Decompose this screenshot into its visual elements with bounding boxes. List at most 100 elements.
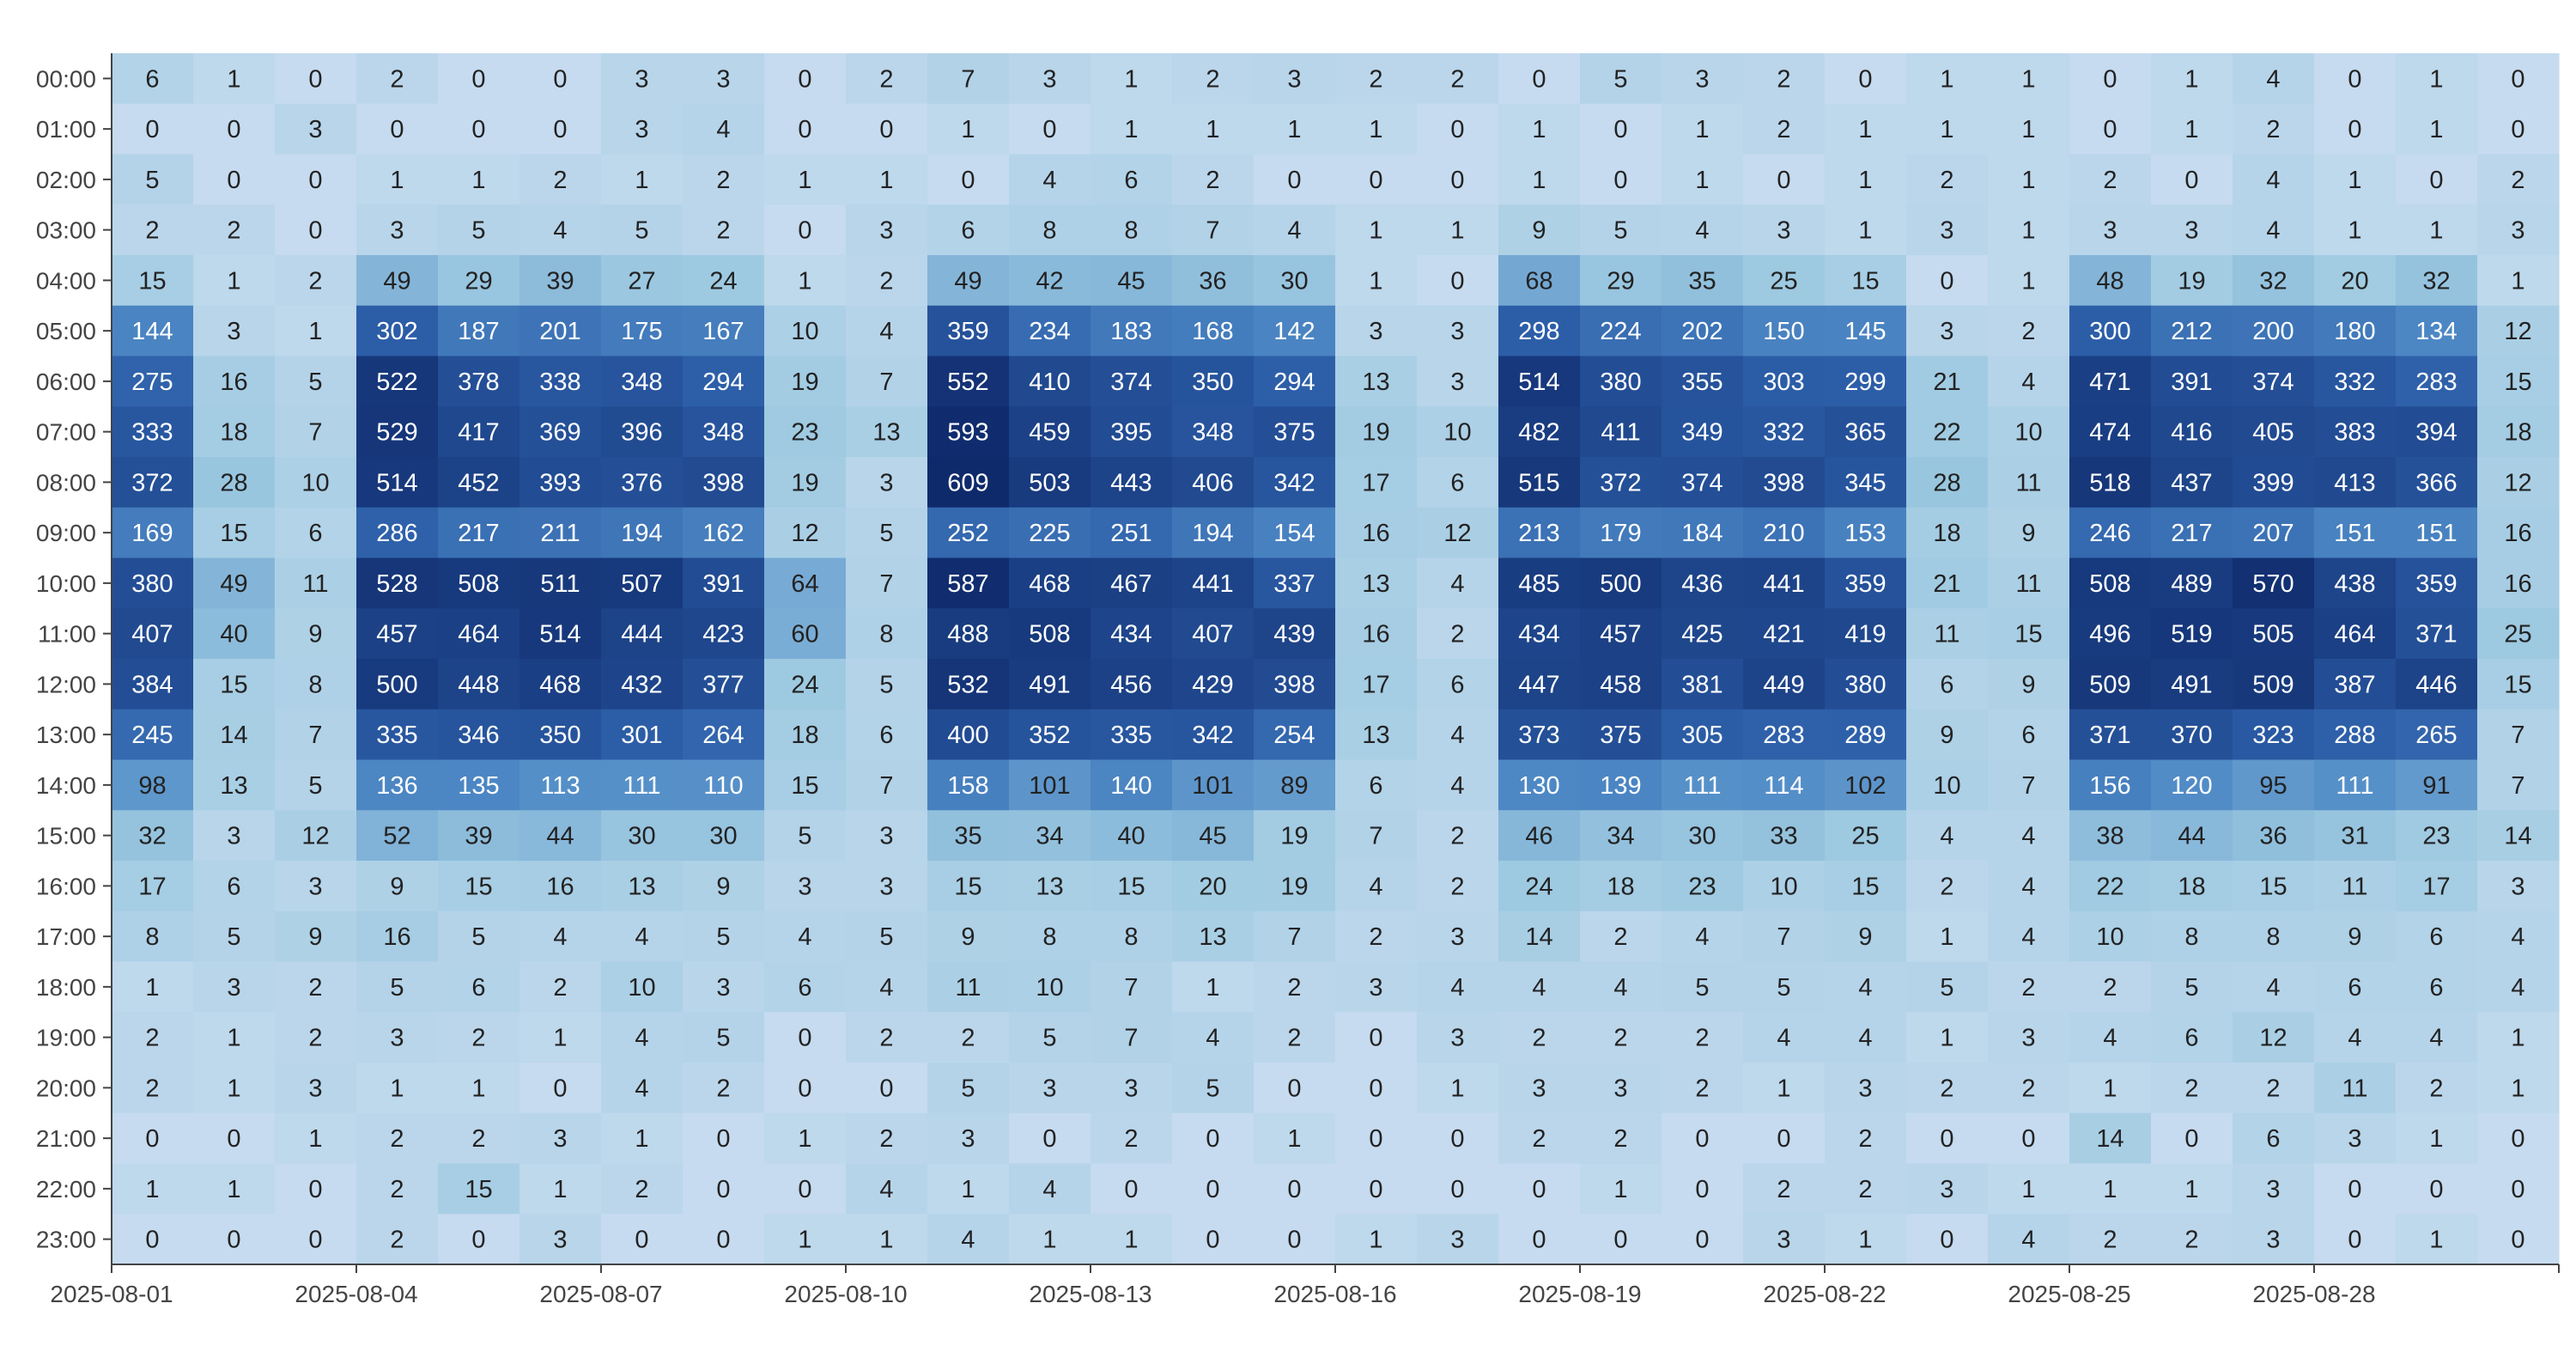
heatmap-cell — [356, 810, 439, 862]
heatmap-cell — [193, 861, 276, 912]
heatmap-cell — [2151, 154, 2233, 205]
heatmap-cell — [927, 507, 1010, 559]
heatmap-cell — [112, 457, 194, 509]
heatmap-cell — [846, 204, 928, 256]
cell-value-label: 4 — [2429, 1025, 2443, 1052]
cell-value-label: 153 — [1844, 520, 1886, 547]
heatmap-cell — [2151, 103, 2233, 155]
heatmap-cell — [2477, 810, 2560, 862]
heatmap-cell — [1498, 305, 1581, 357]
heatmap-cell — [2151, 1163, 2233, 1215]
cell-value-label: 0 — [471, 116, 485, 143]
cell-value-label: 0 — [879, 1075, 893, 1102]
cell-value-label: 5 — [2184, 974, 2198, 1002]
cell-value-label: 4 — [1695, 217, 1709, 245]
heatmap-cell — [1662, 759, 1744, 811]
heatmap-cell — [2396, 507, 2478, 559]
cell-value-label: 19 — [1280, 823, 1308, 850]
y-tick-label: 08:00 — [36, 469, 96, 496]
cell-value-label: 1 — [2429, 217, 2443, 245]
heatmap-cell — [1009, 1163, 1091, 1215]
heatmap-cell — [846, 910, 928, 963]
heatmap-cell — [1825, 1063, 1907, 1114]
cell-value-label: 3 — [1532, 1075, 1546, 1102]
cell-value-label: 1 — [1124, 1227, 1138, 1254]
cell-value-label: 7 — [308, 419, 322, 447]
cell-value-label: 1 — [390, 167, 404, 194]
cell-value-label: 38 — [2096, 823, 2123, 850]
cell-value-label: 2 — [390, 65, 404, 93]
heatmap-cell — [275, 305, 357, 357]
heatmap-cell — [193, 1214, 276, 1265]
heatmap-cell — [1743, 961, 1826, 1013]
heatmap-cell — [683, 1214, 765, 1265]
heatmap-cell — [2233, 759, 2315, 811]
cell-value-label: 0 — [2511, 1125, 2524, 1153]
heatmap-cell — [1662, 507, 1744, 559]
cell-value-label: 0 — [2103, 116, 2117, 143]
cell-value-label: 7 — [879, 368, 893, 396]
cell-value-label: 587 — [947, 570, 988, 598]
heatmap-cell — [1172, 356, 1255, 407]
cell-value-label: 15 — [1851, 267, 1879, 295]
cell-value-label: 35 — [1688, 267, 1716, 295]
heatmap-cell — [1662, 204, 1744, 256]
cell-value-label: 0 — [879, 116, 893, 143]
heatmap-cell — [356, 305, 439, 357]
heatmap-cell — [112, 861, 194, 912]
heatmap-cell — [1988, 557, 2070, 609]
cell-value-label: 4 — [879, 1176, 893, 1203]
cell-value-label: 1 — [2429, 1227, 2443, 1254]
heatmap-cell — [112, 1112, 194, 1165]
cell-value-label: 0 — [1369, 1176, 1382, 1203]
heatmap-cell — [2069, 1063, 2152, 1114]
cell-value-label: 12 — [1443, 520, 1471, 547]
cell-value-label: 458 — [1600, 671, 1641, 698]
heatmap-cell — [519, 1063, 602, 1114]
cell-value-label: 3 — [798, 873, 811, 900]
cell-value-label: 10 — [1770, 873, 1797, 900]
heatmap-cell — [601, 154, 683, 205]
cell-value-label: 1 — [2021, 167, 2035, 194]
cell-value-label: 2 — [2184, 1227, 2198, 1254]
heatmap-cell — [1988, 1163, 2070, 1215]
cell-value-label: 8 — [879, 621, 893, 649]
cell-value-label: 4 — [1613, 974, 1627, 1002]
cell-value-label: 0 — [1532, 65, 1546, 93]
heatmap-cell — [193, 659, 276, 710]
heatmap-cell — [2069, 154, 2152, 205]
cell-value-label: 40 — [1117, 823, 1145, 850]
cell-value-label: 1 — [635, 167, 648, 194]
heatmap-cell — [2069, 709, 2152, 761]
heatmap-cell — [1254, 861, 1336, 912]
cell-value-label: 251 — [1110, 520, 1151, 547]
heatmap-cell — [193, 305, 276, 357]
cell-value-label: 15 — [2504, 671, 2531, 698]
cell-value-label: 432 — [621, 671, 662, 698]
cell-value-label: 21 — [1933, 368, 1960, 396]
heatmap-cell — [1662, 103, 1744, 155]
cell-value-label: 474 — [2089, 419, 2130, 447]
cell-value-label: 4 — [716, 116, 730, 143]
heatmap-cell — [2396, 457, 2478, 509]
cell-value-label: 2 — [2266, 116, 2280, 143]
heatmap-cell — [2314, 356, 2397, 407]
heatmap-cell — [1417, 910, 1499, 963]
heatmap-cell — [193, 356, 276, 407]
cell-value-label: 380 — [1600, 368, 1641, 396]
cell-value-label: 1 — [1206, 116, 1219, 143]
heatmap-cell — [1988, 154, 2070, 205]
heatmap-cell — [927, 557, 1010, 609]
cell-value-label: 98 — [138, 772, 166, 800]
heatmap-cell — [112, 1214, 194, 1265]
cell-value-label: 2 — [635, 1176, 648, 1203]
cell-value-label: 1 — [553, 1176, 567, 1203]
cell-value-label: 30 — [1280, 267, 1308, 295]
heatmap-cell — [438, 1214, 520, 1265]
cell-value-label: 1 — [1940, 1025, 1953, 1052]
heatmap-cell — [2396, 910, 2478, 963]
heatmap-cell — [2069, 53, 2152, 105]
x-tick-label: 2025-08-28 — [2252, 1281, 2375, 1307]
heatmap-cell — [1743, 1163, 1826, 1215]
heatmap-cell — [112, 910, 194, 963]
